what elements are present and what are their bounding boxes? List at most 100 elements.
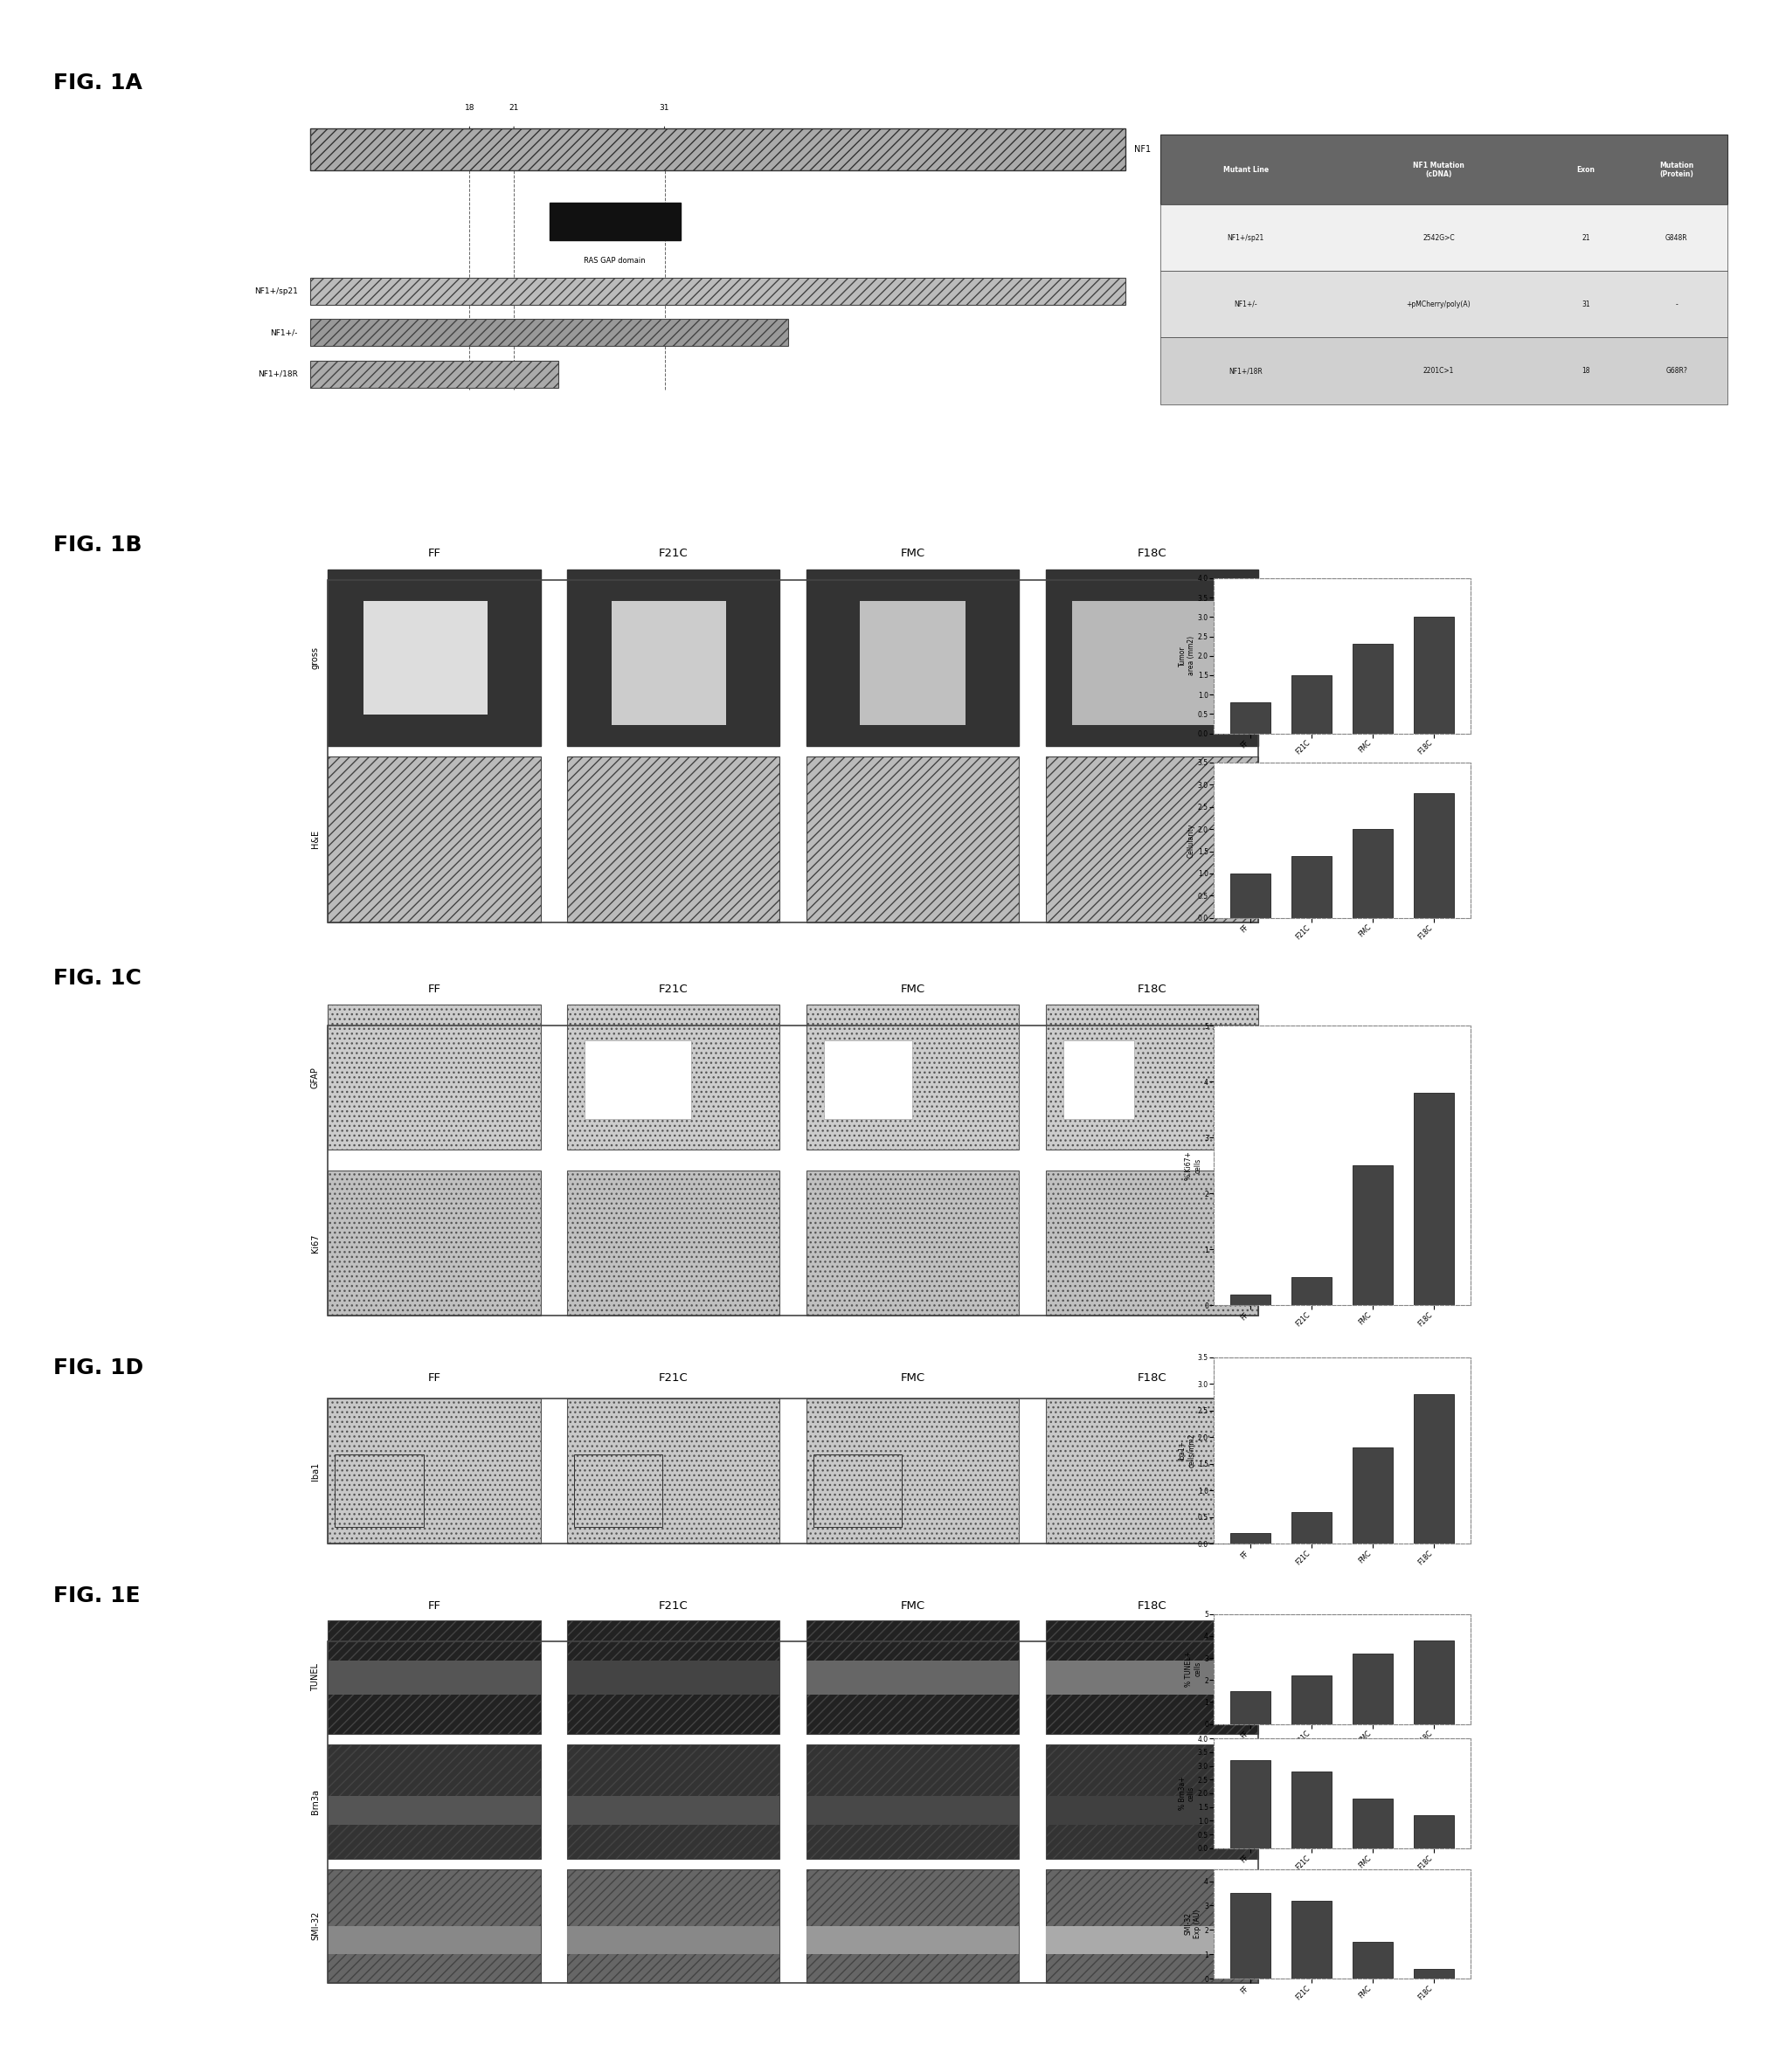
Text: 18: 18 [464,104,475,112]
Text: +pMCherry/poly(A): +pMCherry/poly(A) [1407,300,1471,309]
Text: F18C: F18C [1138,1374,1166,1384]
Text: FF: FF [427,1602,441,1612]
Bar [859,601,966,725]
Bar [1045,1927,1258,1954]
Bar [567,1660,780,1695]
Text: FF: FF [427,1374,441,1384]
Bar [1045,1796,1258,1825]
Bar [806,1927,1019,1954]
Bar [328,1660,540,1695]
Text: 2201C>1: 2201C>1 [1423,367,1455,375]
Text: GFAP: GFAP [312,1067,319,1088]
Y-axis label: SMI-32
Exp (AU): SMI-32 Exp (AU) [1185,1908,1201,1939]
Text: F21C: F21C [659,1602,688,1612]
Bar [1045,1869,1258,1983]
Bar [567,1620,780,1734]
Bar [567,756,780,922]
Bar [1414,617,1455,733]
Text: FIG. 1A: FIG. 1A [53,73,142,93]
Bar [1045,1171,1258,1316]
Bar [1292,1772,1331,1848]
Bar [335,1455,424,1527]
Text: 31: 31 [1582,300,1589,309]
Bar [1045,1745,1258,1859]
Text: NF1+/sp21: NF1+/sp21 [1228,234,1263,242]
Bar [1230,1295,1271,1305]
Bar [1354,1941,1393,1979]
Bar [1292,1900,1331,1979]
Bar [1354,829,1393,918]
Text: 21: 21 [1582,234,1589,242]
Bar [806,1660,1019,1695]
Bar [1072,601,1214,725]
Text: FIG. 1C: FIG. 1C [53,968,142,988]
Bar [328,1620,540,1734]
Bar [1414,1394,1455,1544]
Bar [567,1745,780,1859]
Bar [567,1005,780,1150]
Text: F18C: F18C [1138,984,1166,995]
Text: 21: 21 [509,104,519,112]
Bar [1161,338,1728,404]
Bar [1354,644,1393,733]
Bar [1354,1448,1393,1544]
Bar [567,1399,780,1544]
Bar [585,1040,691,1119]
Text: FIG. 1E: FIG. 1E [53,1585,140,1606]
Bar [328,1641,1258,1983]
Bar [328,1171,540,1316]
Text: Brn3a: Brn3a [312,1788,319,1815]
Bar [567,1171,780,1316]
Text: NF1+/-: NF1+/- [271,329,298,336]
Text: FMC: FMC [900,984,925,995]
Bar [1414,794,1455,918]
Text: -: - [1676,300,1678,309]
Bar [328,1927,540,1954]
Text: 18: 18 [1582,367,1589,375]
Text: NF1+/sp21: NF1+/sp21 [253,288,298,294]
Text: FMC: FMC [900,1602,925,1612]
Bar [328,1399,1258,1544]
Bar [1414,1815,1455,1848]
Bar [1045,1399,1258,1544]
Text: H&E: H&E [312,831,319,847]
Bar [328,1796,540,1825]
Text: F21C: F21C [659,984,688,995]
Text: FF: FF [427,984,441,995]
Bar [328,1745,540,1859]
Y-axis label: Cellularity: Cellularity [1187,823,1196,858]
Text: FF: FF [427,549,441,559]
Y-axis label: Iba1+
cells/mm2: Iba1+ cells/mm2 [1178,1434,1196,1467]
Bar [1354,1164,1393,1305]
Bar [1414,1092,1455,1305]
Bar [806,1171,1019,1316]
Bar [328,580,1258,922]
Text: F21C: F21C [659,549,688,559]
Bar [806,1620,1019,1734]
Bar [806,1745,1019,1859]
Bar [567,1796,780,1825]
Bar [1230,1691,1271,1724]
Text: NF1 Mutation
(cDNA): NF1 Mutation (cDNA) [1412,162,1464,178]
Bar [549,203,680,240]
Bar [1045,570,1258,746]
Bar [1292,1276,1331,1305]
Text: NF1+/18R: NF1+/18R [1228,367,1263,375]
Bar [1292,856,1331,918]
Text: gross: gross [312,646,319,669]
Bar [567,1869,780,1983]
Text: F18C: F18C [1138,549,1166,559]
Y-axis label: % Ki67+
cells: % Ki67+ cells [1185,1152,1201,1179]
Text: SMI-32: SMI-32 [312,1910,319,1941]
Bar [1292,1513,1331,1544]
Text: Mutation
(Protein): Mutation (Protein) [1660,162,1694,178]
Text: Exon: Exon [1577,166,1595,174]
Text: NF1+/-: NF1+/- [1233,300,1258,309]
Bar [1063,1040,1134,1119]
Bar [806,1869,1019,1983]
Bar [1230,1533,1271,1544]
Bar [1161,271,1728,338]
Bar [567,570,780,746]
Y-axis label: % TUNEL+
cells: % TUNEL+ cells [1185,1651,1201,1687]
Bar [813,1455,902,1527]
